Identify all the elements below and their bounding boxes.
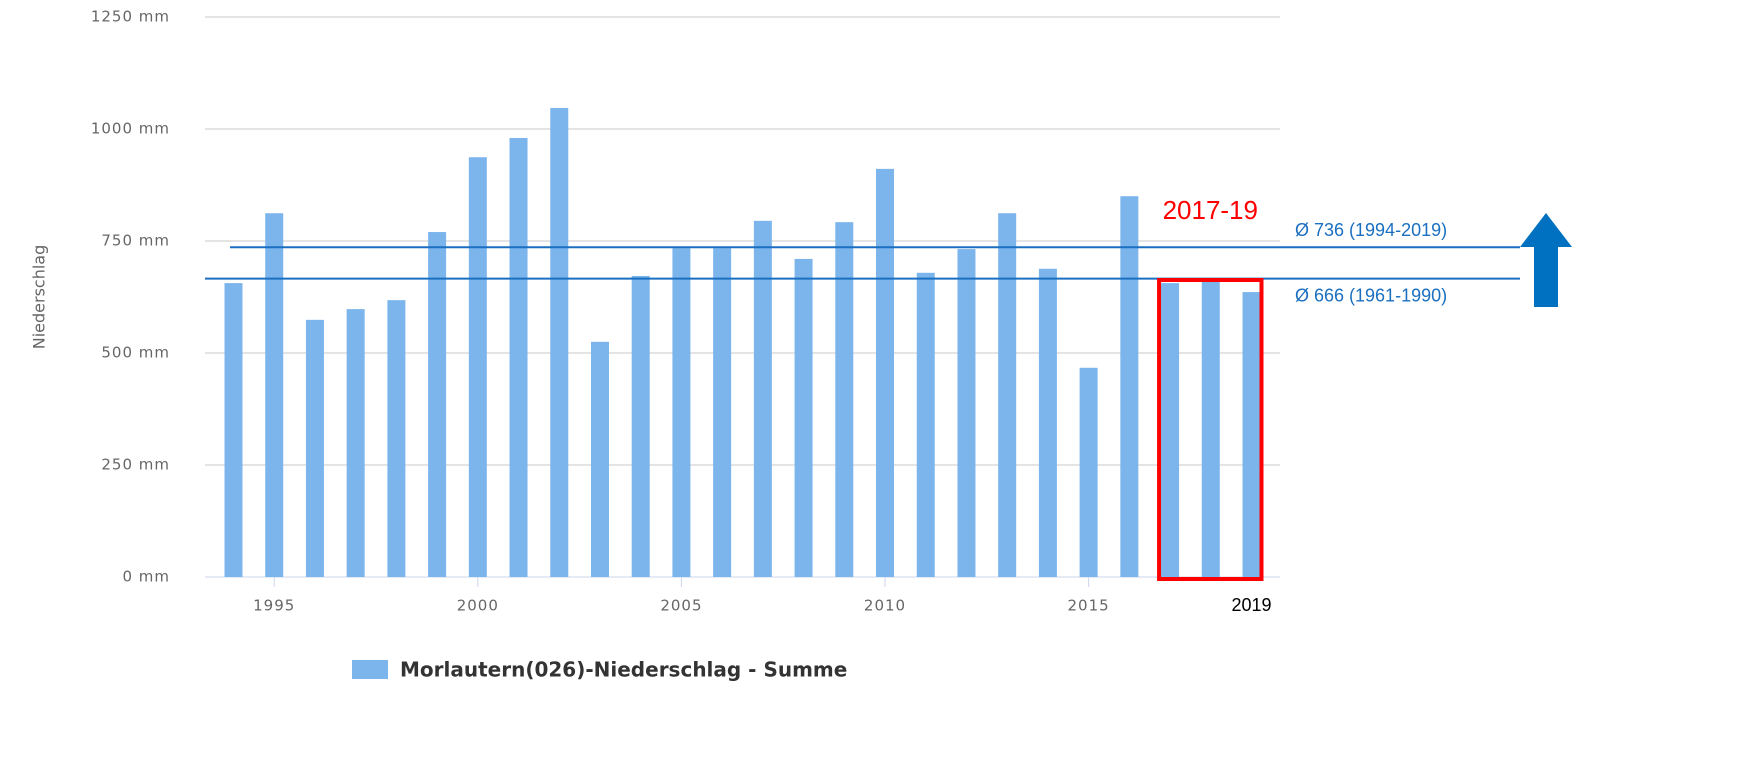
bar [1120, 196, 1139, 577]
bar [876, 168, 895, 577]
highlight-box [1157, 278, 1264, 581]
y-tick-label: 1000 mm [91, 120, 170, 138]
bar [713, 248, 732, 577]
x-tick-label: 1995 [253, 597, 295, 615]
legend-label: Morlautern(026)-Niederschlag - Summe [400, 658, 847, 682]
reference-label: Ø 736 (1994-2019) [1295, 220, 1447, 240]
x-tick-label: 2000 [457, 597, 499, 615]
bar [590, 341, 609, 577]
bar [1201, 281, 1220, 577]
up-arrow [1520, 213, 1572, 307]
bar [224, 283, 243, 577]
x-tick-label: 2015 [1068, 597, 1110, 615]
y-tick-label: 0 mm [122, 568, 170, 586]
highlight-label: 2017-19 [1163, 195, 1258, 225]
bar [1038, 268, 1057, 577]
bar [998, 213, 1017, 577]
bar [305, 319, 324, 577]
highlight-end-label: 2019 [1231, 595, 1271, 615]
bar [265, 213, 284, 577]
bar [1161, 283, 1180, 577]
x-tick-label: 2010 [864, 597, 906, 615]
bar [468, 157, 487, 577]
reference-label: Ø 666 (1961-1990) [1295, 285, 1447, 305]
bar [509, 137, 528, 577]
bar [428, 232, 447, 578]
y-tick-label: 750 mm [101, 232, 170, 250]
bar [1079, 367, 1098, 577]
bar [672, 248, 691, 577]
bar [550, 107, 569, 577]
x-tick-label: 2005 [660, 597, 702, 615]
bar [1242, 292, 1261, 577]
bar [346, 309, 365, 577]
y-tick-label: 500 mm [101, 344, 170, 362]
bar [957, 249, 976, 577]
y-tick-label: 250 mm [101, 456, 170, 474]
bar [916, 272, 935, 577]
y-tick-label: 1250 mm [91, 8, 170, 26]
bar [631, 275, 650, 577]
bar [835, 222, 854, 577]
bar [387, 300, 406, 577]
bar [753, 220, 772, 577]
bar [794, 258, 813, 577]
y-axis-label: Niederschlag [30, 245, 49, 350]
legend-swatch [352, 660, 388, 679]
